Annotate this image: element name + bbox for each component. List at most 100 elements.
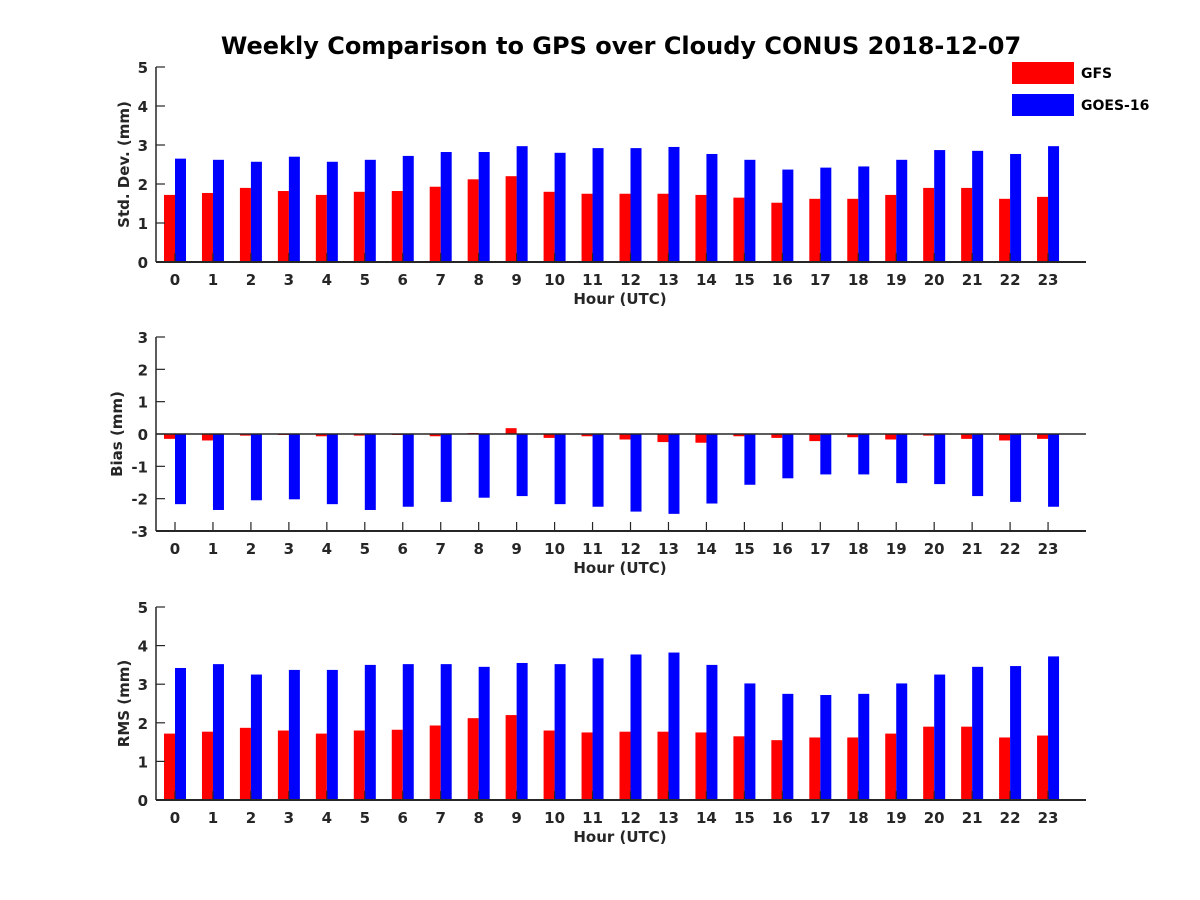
bar-gfs-12 — [619, 731, 631, 800]
y-tick-label: 3 — [138, 137, 148, 155]
x-tick-label-13: 13 — [658, 809, 679, 827]
bar-gfs-0 — [164, 434, 175, 439]
bar-goes16-11 — [592, 148, 604, 262]
bar-gfs-15 — [733, 736, 745, 800]
bar-goes16-10 — [554, 664, 566, 800]
x-tick-label-14: 14 — [696, 540, 717, 558]
bar-goes16-3 — [288, 156, 300, 262]
bar-gfs-23 — [1037, 196, 1049, 262]
y-tick-label: 0 — [138, 254, 148, 272]
bar-gfs-14 — [695, 732, 707, 800]
x-tick-label-9: 9 — [511, 809, 521, 827]
bar-goes16-5 — [364, 159, 376, 262]
chart-title: Weekly Comparison to GPS over Cloudy CON… — [221, 32, 1021, 60]
bar-gfs-18 — [847, 198, 859, 262]
bar-gfs-9 — [505, 176, 517, 262]
y-tick-label: 1 — [138, 394, 148, 412]
x-tick-label-8: 8 — [473, 809, 483, 827]
x-tick-label-4: 4 — [322, 271, 332, 289]
bar-gfs-18 — [847, 434, 859, 438]
bar-gfs-0 — [164, 733, 175, 800]
bar-gfs-21 — [961, 187, 973, 262]
bar-gfs-7 — [429, 186, 441, 262]
bar-goes16-13 — [668, 146, 680, 262]
bar-goes16-22 — [1010, 666, 1022, 800]
x-tick-label-22: 22 — [1000, 540, 1021, 558]
x-tick-label-20: 20 — [924, 271, 945, 289]
bar-gfs-14 — [695, 434, 707, 443]
bar-gfs-15 — [733, 434, 745, 437]
x-tick-label-6: 6 — [398, 809, 408, 827]
x-tick-label-1: 1 — [208, 540, 218, 558]
x-tick-label-21: 21 — [962, 809, 983, 827]
bar-gfs-13 — [657, 193, 669, 262]
bar-gfs-13 — [657, 731, 669, 800]
y-tick-label: 1 — [138, 215, 148, 233]
bar-goes16-19 — [896, 683, 908, 800]
bar-goes16-3 — [288, 669, 300, 800]
x-tick-label-3: 3 — [284, 540, 294, 558]
y-tick-label: 4 — [138, 638, 148, 656]
bar-goes16-16 — [782, 693, 794, 800]
bar-gfs-11 — [581, 193, 593, 262]
x-tick-label-5: 5 — [360, 540, 370, 558]
bar-gfs-21 — [961, 434, 973, 439]
bar-gfs-10 — [543, 730, 555, 800]
bar-goes16-22 — [1010, 153, 1022, 262]
bar-gfs-16 — [771, 740, 783, 800]
x-tick-label-5: 5 — [360, 809, 370, 827]
y-tick-label: 1 — [138, 753, 148, 771]
x-tick-label-14: 14 — [696, 271, 717, 289]
bar-gfs-22 — [999, 198, 1011, 262]
bar-goes16-16 — [782, 169, 794, 262]
legend-swatch-0 — [1012, 62, 1074, 84]
x-tick-label-5: 5 — [360, 271, 370, 289]
bar-gfs-9 — [505, 428, 517, 434]
x-tick-label-7: 7 — [435, 809, 445, 827]
bar-gfs-11 — [581, 434, 593, 437]
bar-goes16-15 — [744, 683, 756, 800]
x-tick-label-21: 21 — [962, 540, 983, 558]
x-tick-label-14: 14 — [696, 809, 717, 827]
x-tick-label-16: 16 — [772, 540, 793, 558]
bar-goes16-23 — [1048, 656, 1060, 800]
bar-goes16-20 — [934, 674, 946, 800]
bar-goes16-22 — [1010, 434, 1022, 502]
bar-goes16-20 — [934, 150, 946, 262]
bar-goes16-19 — [896, 434, 908, 484]
x-tick-label-2: 2 — [246, 540, 256, 558]
bar-goes16-11 — [592, 434, 604, 507]
bar-goes16-1 — [212, 664, 224, 800]
x-tick-label-2: 2 — [246, 271, 256, 289]
bar-goes16-6 — [402, 434, 414, 507]
y-tick-label: 2 — [138, 176, 148, 194]
bar-goes16-13 — [668, 434, 680, 514]
x-tick-label-12: 12 — [620, 809, 641, 827]
x-tick-label-18: 18 — [848, 271, 869, 289]
x-tick-label-22: 22 — [1000, 271, 1021, 289]
x-axis-label: Hour (UTC) — [573, 559, 666, 577]
bar-goes16-17 — [820, 434, 832, 475]
bar-goes16-2 — [250, 434, 262, 501]
bar-goes16-5 — [364, 434, 376, 510]
legend-swatch-1 — [1012, 94, 1074, 116]
y-tick-label: 5 — [138, 599, 148, 617]
bar-gfs-1 — [201, 434, 213, 441]
bar-gfs-5 — [353, 730, 365, 800]
bar-gfs-1 — [201, 192, 213, 262]
bar-goes16-17 — [820, 167, 832, 262]
x-tick-label-23: 23 — [1038, 809, 1059, 827]
y-axis-label: RMS (mm) — [115, 660, 133, 747]
x-tick-label-19: 19 — [886, 540, 907, 558]
x-tick-label-6: 6 — [398, 540, 408, 558]
bar-goes16-19 — [896, 159, 908, 262]
x-axis-label: Hour (UTC) — [573, 290, 666, 308]
y-tick-label: -3 — [131, 523, 148, 541]
bar-gfs-13 — [657, 434, 669, 443]
bar-gfs-23 — [1037, 434, 1049, 439]
bar-gfs-2 — [239, 187, 251, 262]
bar-gfs-0 — [164, 194, 175, 262]
x-tick-label-3: 3 — [284, 271, 294, 289]
